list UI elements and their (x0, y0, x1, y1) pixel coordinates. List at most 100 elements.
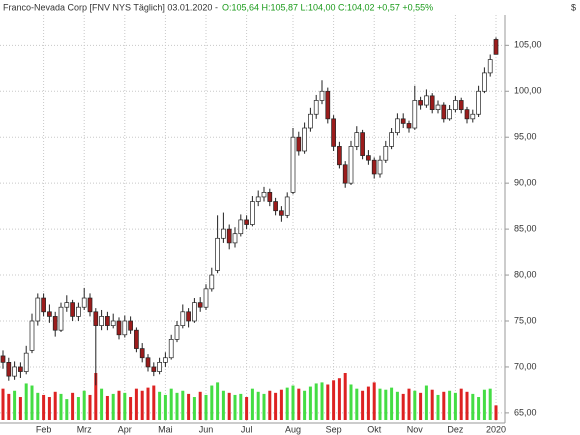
candle-body (453, 100, 458, 110)
candle-body (174, 325, 180, 340)
candle-body (371, 159, 377, 175)
y-tick-label: 90,00 (514, 178, 537, 188)
x-tick-label: Dez (447, 424, 464, 434)
volume-bar (268, 390, 272, 420)
x-tick-label: Mrz (77, 424, 92, 434)
x-tick-label: Apr (118, 424, 132, 434)
candle-body (122, 320, 128, 336)
candle-body (203, 288, 209, 308)
y-tick-label: 65,00 (514, 407, 537, 417)
volume-bar (42, 394, 46, 420)
volume-bar (187, 393, 191, 420)
candle-body (0, 355, 6, 363)
volume-bar (332, 380, 336, 420)
candle-body (250, 201, 255, 225)
volume-bar (471, 393, 475, 420)
volume-bar (24, 383, 28, 420)
volume-bar (355, 388, 359, 420)
candle-body (163, 357, 168, 363)
candle-body (337, 146, 342, 166)
candle-body (76, 306, 81, 317)
volume-bar (424, 385, 428, 420)
candle-body (377, 159, 383, 175)
candle-body (81, 297, 87, 308)
volume-bar (204, 394, 208, 420)
candle-body (110, 320, 116, 326)
volume-bar (158, 391, 162, 420)
volume-bar (146, 387, 150, 420)
candle-body (389, 132, 394, 147)
candle-body (458, 100, 464, 110)
candle-body (482, 72, 487, 92)
volume-bar (395, 391, 399, 420)
candle-body (255, 196, 261, 202)
candle-body (238, 219, 244, 235)
volume-bar (465, 391, 469, 420)
volume-bar (366, 386, 370, 420)
volume-bar (100, 388, 104, 420)
candle-body (18, 366, 23, 372)
candle-body (215, 237, 220, 271)
volume-bar (169, 388, 173, 420)
candle-body (134, 329, 139, 349)
candle-body (23, 352, 29, 372)
candle-body (186, 311, 191, 322)
candle-body (64, 302, 70, 308)
candle-body (157, 362, 162, 372)
y-tick-label: 85,00 (514, 223, 537, 233)
volume-bar (407, 388, 411, 420)
candle-body (58, 306, 64, 331)
candle-body (35, 297, 41, 322)
candle-body (232, 233, 238, 244)
candle-body (487, 59, 493, 74)
candle-body (493, 39, 499, 55)
volume-bar (233, 394, 237, 420)
x-tick-label: Sep (326, 424, 342, 434)
candle-body (308, 113, 313, 129)
candle-body (41, 297, 46, 313)
candle-body (151, 366, 157, 372)
x-tick-label: Mai (158, 424, 173, 434)
volume-bar (163, 394, 167, 420)
candle-body (470, 113, 476, 120)
x-tick-label: Nov (407, 424, 424, 434)
volume-bar (401, 393, 405, 420)
volume-bar (140, 390, 144, 420)
candle-body (406, 123, 412, 129)
candle-body (348, 146, 354, 184)
x-tick-label: Aug (285, 424, 301, 434)
volume-bar (111, 393, 115, 420)
candle-body (197, 302, 203, 308)
quote: O:105,64 H:105,87 L:104,00 C:104,02 +0,5… (222, 2, 433, 12)
volume-bar (65, 399, 69, 420)
candle-body (296, 136, 302, 152)
candle-body (290, 136, 296, 193)
volume-bar (419, 392, 423, 420)
volume-bar (349, 384, 353, 420)
candle-body (464, 109, 470, 120)
volume-bar (459, 388, 463, 420)
candle-body (424, 95, 429, 106)
candle-body (261, 192, 267, 198)
volume-bar (82, 390, 86, 420)
volume-bar (71, 392, 75, 420)
volume-bar (152, 385, 156, 420)
candle-body (447, 109, 452, 120)
x-tick-label: Okt (367, 424, 382, 434)
chart-title: Franco-Nevada Corp [FNV NYS Täglich] 03.… (3, 2, 218, 12)
volume-bar (227, 392, 231, 420)
volume-bar (448, 390, 452, 420)
candle-body (435, 104, 441, 110)
candle-body (116, 320, 122, 336)
candle-body (12, 366, 17, 377)
candle-body (342, 164, 348, 184)
volume-bar (482, 389, 486, 420)
candle-body (319, 90, 325, 101)
volume-bar (94, 373, 98, 420)
candle-body (412, 100, 418, 129)
volume-bar (210, 385, 214, 420)
volume-bar (442, 391, 446, 420)
volume-bar (303, 390, 307, 420)
volume-bar (175, 392, 179, 420)
